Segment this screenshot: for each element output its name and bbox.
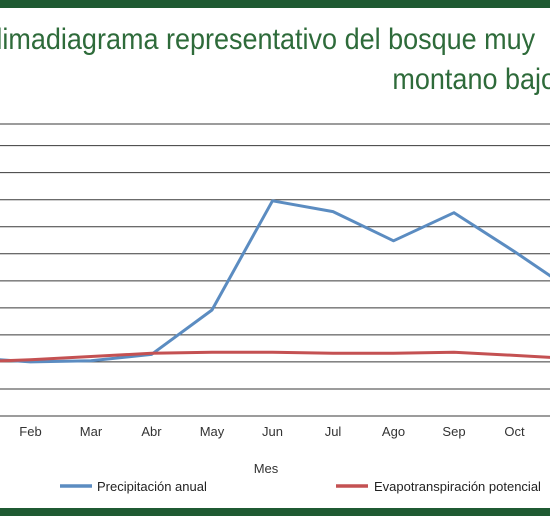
x-tick-label: Sep (442, 424, 465, 439)
top-border (0, 0, 550, 8)
x-tick-label: Jun (262, 424, 283, 439)
x-tick-label: Feb (19, 424, 41, 439)
bottom-border (0, 508, 550, 516)
chart-title-line1: limadiagrama representativo del bosque m… (0, 23, 536, 56)
x-tick-label: Jul (325, 424, 342, 439)
x-tick-label: Abr (141, 424, 162, 439)
x-tick-label: Ago (382, 424, 405, 439)
legend-label-precipitacion: Precipitación anual (97, 479, 207, 494)
grid-lines (0, 123, 550, 417)
x-axis-label: Mes (254, 461, 279, 476)
x-tick-label: Oct (504, 424, 525, 439)
x-tick-labels: Feb Mar Abr May Jun Jul Ago Sep Oct (19, 424, 525, 439)
series-lines (0, 199, 550, 364)
chart-title-line2: montano bajo (392, 63, 550, 96)
legend: Precipitación anual Evapotranspiración p… (60, 479, 541, 494)
series-line-precipitacion (0, 199, 550, 364)
legend-label-evapotranspiracion: Evapotranspiración potencial (374, 479, 541, 494)
x-tick-label: May (200, 424, 225, 439)
series-line-evapotranspiracion (0, 350, 550, 363)
x-tick-label: Mar (80, 424, 103, 439)
